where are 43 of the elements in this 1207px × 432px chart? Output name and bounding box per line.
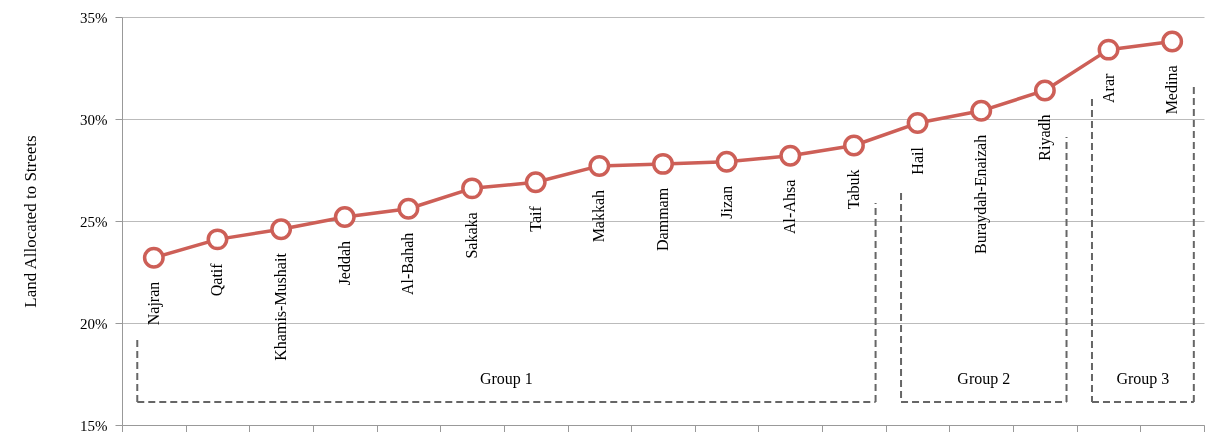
point <box>970 99 993 122</box>
annotation: Group 3 <box>1116 370 1170 388</box>
point <box>524 171 547 194</box>
x-tick-label: Qatif <box>208 262 226 297</box>
x-tick-label: Sakaka <box>463 212 481 259</box>
x-tick-label: Tabuk <box>844 169 862 210</box>
x-tick-label: Medina <box>1163 65 1181 115</box>
point <box>1161 30 1184 53</box>
y-axis-title: Land Allocated to Streets <box>21 135 40 308</box>
x-tick-label: Najran <box>144 281 163 326</box>
point <box>906 112 929 135</box>
y-tick-label: 25% <box>80 213 108 230</box>
point <box>715 150 738 173</box>
x-tick-label: Hail <box>908 146 926 175</box>
point <box>842 134 865 157</box>
y-tick-label: 20% <box>80 315 108 332</box>
point <box>1033 79 1056 102</box>
y-tick-label: 35% <box>80 9 108 26</box>
x-tick-label: Dammam <box>654 187 671 251</box>
x-tick-label: Arar <box>1099 72 1117 103</box>
y-tick-label: 30% <box>80 111 108 128</box>
x-tick-label: Al-Ahsa <box>781 179 799 234</box>
x-tick-label: Jizan <box>717 185 735 219</box>
point <box>461 177 484 200</box>
x-tick-label: Jeddah <box>335 240 353 286</box>
x-tick-label: Makkah <box>590 189 608 243</box>
x-tick-label: Khamis-Mushait <box>272 252 290 361</box>
point <box>397 197 420 220</box>
point <box>779 144 802 167</box>
point <box>1097 38 1120 61</box>
annotation: Group 1 <box>479 370 533 388</box>
y-tick-label: 15% <box>80 417 108 432</box>
x-tick-label: Al-Bahah <box>399 232 417 295</box>
point <box>270 218 293 241</box>
x-tick-label: Taif <box>526 205 544 232</box>
annotation: Group 2 <box>957 370 1011 388</box>
point <box>588 154 611 177</box>
point <box>206 228 229 251</box>
point <box>142 246 165 269</box>
point <box>652 152 674 175</box>
x-tick-label: Buraydah-Enaizah <box>972 134 991 254</box>
x-tick-label: Riyadh <box>1035 114 1054 161</box>
point <box>333 205 356 228</box>
